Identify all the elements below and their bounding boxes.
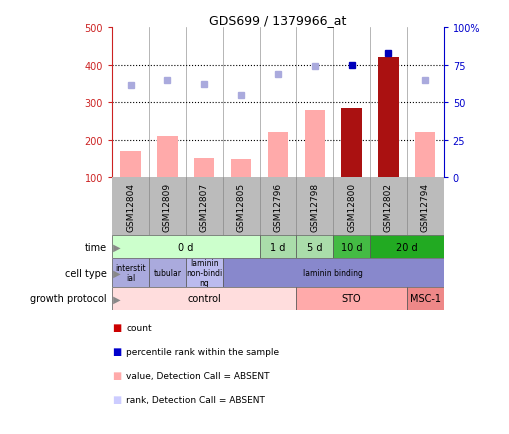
Bar [341,108,361,178]
Bar [120,152,140,178]
Text: 1 d: 1 d [270,242,285,252]
Text: ▶: ▶ [109,242,120,252]
Bar [194,158,214,178]
Text: time: time [85,242,107,252]
Text: GSM12804: GSM12804 [126,183,135,231]
Text: GSM12809: GSM12809 [163,183,172,231]
Bar [406,287,443,310]
Text: STO: STO [341,294,361,304]
Bar [185,259,222,287]
Text: GSM12802: GSM12802 [383,183,392,231]
Text: laminin
non-bindi
ng: laminin non-bindi ng [186,258,222,288]
Bar [341,108,361,178]
Bar [157,137,177,178]
Text: GSM12796: GSM12796 [273,183,282,231]
Bar [378,58,398,178]
Text: GSM12800: GSM12800 [347,183,355,231]
Text: ■: ■ [112,347,121,356]
Text: interstit
ial: interstit ial [115,263,146,283]
Bar [296,236,332,259]
Text: GSM12807: GSM12807 [200,183,208,231]
Text: count: count [126,323,152,332]
Text: growth protocol: growth protocol [31,294,107,304]
Bar [296,287,406,310]
Bar [267,133,288,178]
Text: ▶: ▶ [109,268,120,278]
Text: laminin binding: laminin binding [303,268,362,277]
Text: ■: ■ [112,323,121,332]
Text: percentile rank within the sample: percentile rank within the sample [126,347,279,356]
Text: MSC-1: MSC-1 [409,294,440,304]
Bar [112,259,149,287]
Bar [112,287,296,310]
Title: GDS699 / 1379966_at: GDS699 / 1379966_at [209,14,346,27]
Bar [332,236,370,259]
Text: GSM12794: GSM12794 [420,183,429,231]
Text: GSM12805: GSM12805 [236,183,245,231]
Bar [259,236,296,259]
Text: ■: ■ [112,371,121,380]
Bar [231,160,251,178]
Bar [149,259,185,287]
Text: ▶: ▶ [109,294,120,304]
Text: ■: ■ [112,395,121,404]
Bar [222,259,443,287]
Text: rank, Detection Call = ABSENT: rank, Detection Call = ABSENT [126,395,265,404]
Bar [414,133,435,178]
Text: 5 d: 5 d [306,242,322,252]
Bar [304,111,324,178]
Bar [112,236,259,259]
Text: GSM12798: GSM12798 [309,183,319,231]
Text: 20 d: 20 d [395,242,417,252]
Bar [378,58,398,178]
Text: 0 d: 0 d [178,242,193,252]
Text: 10 d: 10 d [340,242,362,252]
Text: value, Detection Call = ABSENT: value, Detection Call = ABSENT [126,371,269,380]
Text: control: control [187,294,221,304]
Text: tubular: tubular [153,268,181,277]
Text: cell type: cell type [65,268,107,278]
Bar [370,236,443,259]
